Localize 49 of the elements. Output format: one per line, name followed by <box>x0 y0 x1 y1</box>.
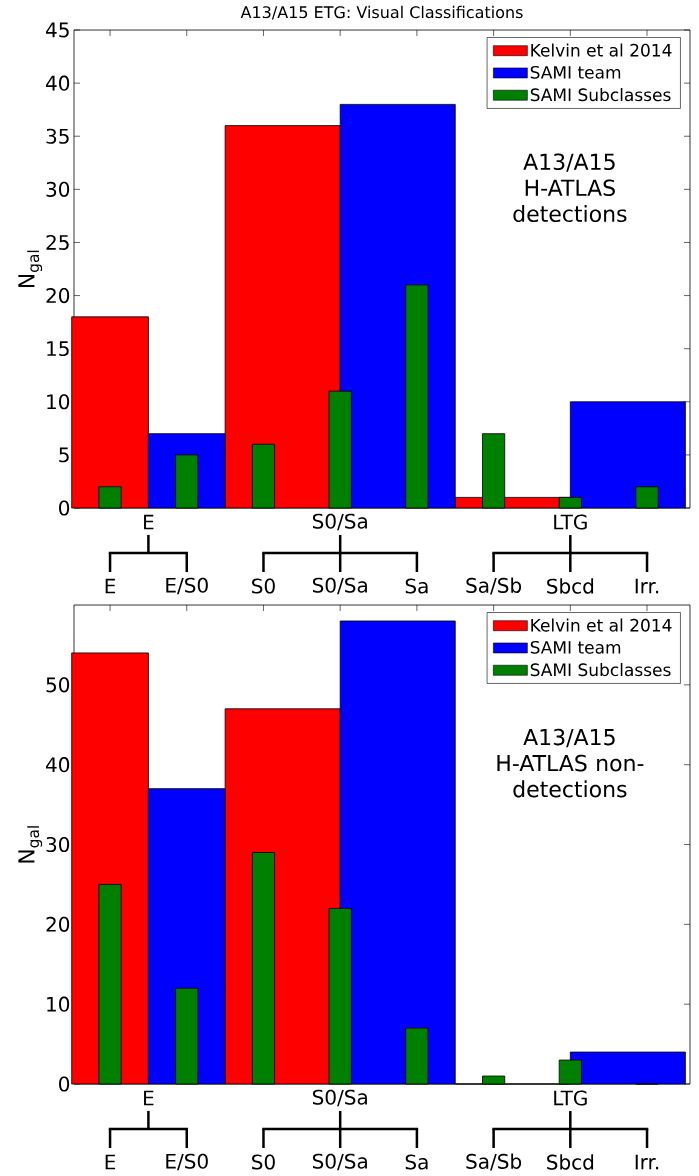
y-tick-label: 10 <box>47 394 70 410</box>
x-tick-label: Sa/Sb <box>466 577 522 595</box>
y-tick-label: 0 <box>59 1076 70 1092</box>
y-tick-label: 20 <box>46 288 70 304</box>
y-tick-label: 30 <box>46 836 70 853</box>
text: S0/Sa <box>312 1089 367 1107</box>
y-tick-label: 10 <box>47 996 70 1012</box>
legend-label: SAMI Subclasses <box>530 663 671 677</box>
text: E <box>144 514 154 530</box>
y-tick-label: 35 <box>46 128 69 144</box>
y-tick-label: 30 <box>46 181 70 197</box>
y-axis-title: N$_{gal}$ <box>18 250 43 288</box>
y-tick-label: 45 <box>45 22 69 38</box>
x-tick-label: E/S0 <box>166 1153 208 1171</box>
legend-label: SAMI team <box>530 65 621 79</box>
x-tick-label: E <box>105 1154 116 1170</box>
y-tick-label: 25 <box>46 234 69 251</box>
y-tick-label: 0 <box>59 500 70 516</box>
y-tick-label: 40 <box>45 757 70 773</box>
x-tick-label: Sa <box>405 1154 428 1170</box>
x-tick-label: Sa/Sb <box>466 1153 522 1171</box>
y-tick-label: 50 <box>46 677 70 693</box>
x-tick-label: S0 <box>252 1154 275 1170</box>
legend-label: SAMI team <box>530 640 621 654</box>
text: E <box>144 1090 154 1106</box>
legend-label: Kelvin et al 2014 <box>531 43 672 57</box>
y-tick-label: 15 <box>47 341 69 357</box>
y-tick-label: 5 <box>59 447 69 463</box>
x-tick-label: S0 <box>252 578 275 594</box>
x-tick-label: S0/Sa <box>312 577 367 595</box>
x-tick-label: E/S0 <box>166 577 208 595</box>
x-tick-label: E <box>105 578 116 594</box>
text: LTG <box>554 514 587 530</box>
x-tick-label: Irr. <box>635 1154 659 1170</box>
text: LTG <box>554 1090 587 1106</box>
x-tick-label: Irr. <box>635 578 659 594</box>
annotation: A13/A15 H-ATLAS non-detections <box>497 728 644 798</box>
legend-label: Kelvin et al 2014 <box>531 618 672 632</box>
annotation: A13/A15 H-ATLAS detections <box>513 153 627 223</box>
text: S0/Sa <box>312 513 367 531</box>
y-tick-label: 40 <box>45 75 70 91</box>
y-axis-title: N$_{gal}$ <box>18 826 43 863</box>
chart-title: A13/A15 ETG: Visual Classifications <box>240 5 523 20</box>
x-tick-label: Sa <box>405 578 428 594</box>
x-tick-label: Sbcd <box>547 1154 594 1170</box>
legend-label: SAMI Subclasses <box>530 88 671 102</box>
x-tick-label: S0/Sa <box>312 1153 367 1171</box>
y-tick-label: 20 <box>46 916 70 932</box>
x-tick-label: Sbcd <box>547 578 594 594</box>
